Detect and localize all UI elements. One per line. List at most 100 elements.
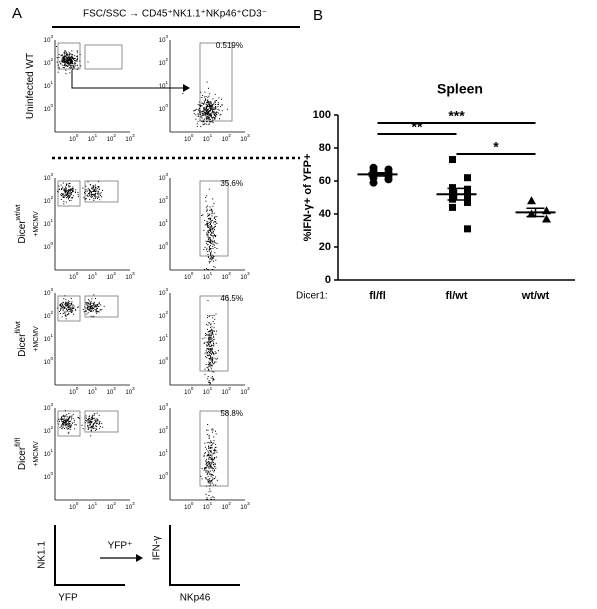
event-dot <box>209 348 211 350</box>
tick-exp: 1 <box>165 333 168 338</box>
event-dot <box>96 187 98 189</box>
tick-base: 10 <box>159 199 166 205</box>
event-dot <box>68 309 69 310</box>
row-label: Dicerfl/fl <box>15 437 28 470</box>
event-dot <box>85 301 87 303</box>
event-dot <box>212 429 214 431</box>
y-tick-label: 101 <box>44 333 54 342</box>
event-dot <box>212 242 214 244</box>
event-dot <box>209 248 210 250</box>
event-dot <box>89 183 91 185</box>
event-dot <box>64 64 66 66</box>
event-dot <box>215 333 217 335</box>
event-dot <box>66 55 68 56</box>
event-dot <box>87 422 89 424</box>
event-dot <box>68 55 70 57</box>
event-dot <box>99 309 101 311</box>
event-dot <box>213 212 215 214</box>
event-dot <box>215 358 217 360</box>
event-dot <box>210 480 212 482</box>
event-dot <box>208 352 210 354</box>
event-dot <box>211 240 213 242</box>
event-dot <box>92 194 94 196</box>
event-dot <box>211 458 213 460</box>
event-dot <box>204 114 206 116</box>
event-dot <box>91 421 93 423</box>
event-dot <box>207 231 209 233</box>
event-dot <box>88 192 90 194</box>
event-dot <box>91 417 93 419</box>
event-dot <box>62 418 64 420</box>
event-dot <box>75 65 77 67</box>
event-dot <box>208 111 210 113</box>
event-dot <box>208 435 210 437</box>
event-dot <box>209 442 211 444</box>
event-dot <box>210 248 212 249</box>
event-dot <box>210 248 212 250</box>
event-dot <box>208 465 210 467</box>
x-tick-label: 101 <box>88 271 98 280</box>
event-dot <box>60 419 62 421</box>
event-dot <box>205 117 207 119</box>
event-dot <box>69 61 71 62</box>
x-tick-label: 101 <box>88 133 98 142</box>
event-dot <box>93 305 95 307</box>
event-dot <box>64 60 66 62</box>
event-dot <box>92 302 94 304</box>
event-dot <box>210 440 212 442</box>
gate <box>84 410 119 433</box>
event-dot <box>66 308 68 310</box>
event-dot <box>57 190 59 192</box>
y-axis-title: %IFN-γ+ of YFP+ <box>302 154 314 242</box>
tick-exp: 0 <box>165 241 168 246</box>
event-dot <box>62 196 64 198</box>
event-dot <box>96 419 98 421</box>
event-dot <box>71 197 73 198</box>
event-dot <box>218 97 220 99</box>
event-dot <box>215 467 217 469</box>
event-dot <box>207 218 209 220</box>
event-dot <box>215 108 217 110</box>
x-tick-label: 103 <box>125 133 135 142</box>
event-dot <box>58 57 60 58</box>
event-dot <box>97 198 98 199</box>
event-dot <box>209 114 210 116</box>
event-dot <box>211 235 213 237</box>
event-dot <box>211 219 213 221</box>
event-dot <box>211 121 213 122</box>
event-dot <box>209 359 211 361</box>
event-dot <box>71 192 73 193</box>
event-dot <box>67 426 69 428</box>
event-dot <box>200 126 202 128</box>
event-dot <box>208 101 210 103</box>
event-dot <box>208 225 210 227</box>
event-dot <box>208 381 210 383</box>
event-dot <box>67 53 68 55</box>
event-dot <box>208 354 210 356</box>
tick-exp: 3 <box>247 386 250 391</box>
event-dot <box>204 112 206 114</box>
event-dot <box>67 54 69 56</box>
x-tick-label: 101 <box>203 133 213 142</box>
event-dot <box>69 303 71 305</box>
event-dot <box>211 333 213 335</box>
event-dot <box>211 371 213 373</box>
event-dot <box>210 226 212 228</box>
event-dot <box>211 350 213 352</box>
event-dot <box>203 124 205 126</box>
event-dot <box>88 193 89 195</box>
event-dot <box>215 443 217 445</box>
event-dot <box>60 304 62 306</box>
event-dot <box>211 352 213 354</box>
y-tick-label: 102 <box>44 195 54 204</box>
event-dot <box>71 306 73 308</box>
event-dot <box>210 377 212 379</box>
event-dot <box>209 341 211 343</box>
event-dot <box>211 210 213 212</box>
event-dot <box>208 349 210 351</box>
event-dot <box>210 238 211 240</box>
event-dot <box>207 473 209 474</box>
event-dot <box>69 305 71 307</box>
event-dot <box>211 361 213 363</box>
event-dot <box>91 306 93 308</box>
